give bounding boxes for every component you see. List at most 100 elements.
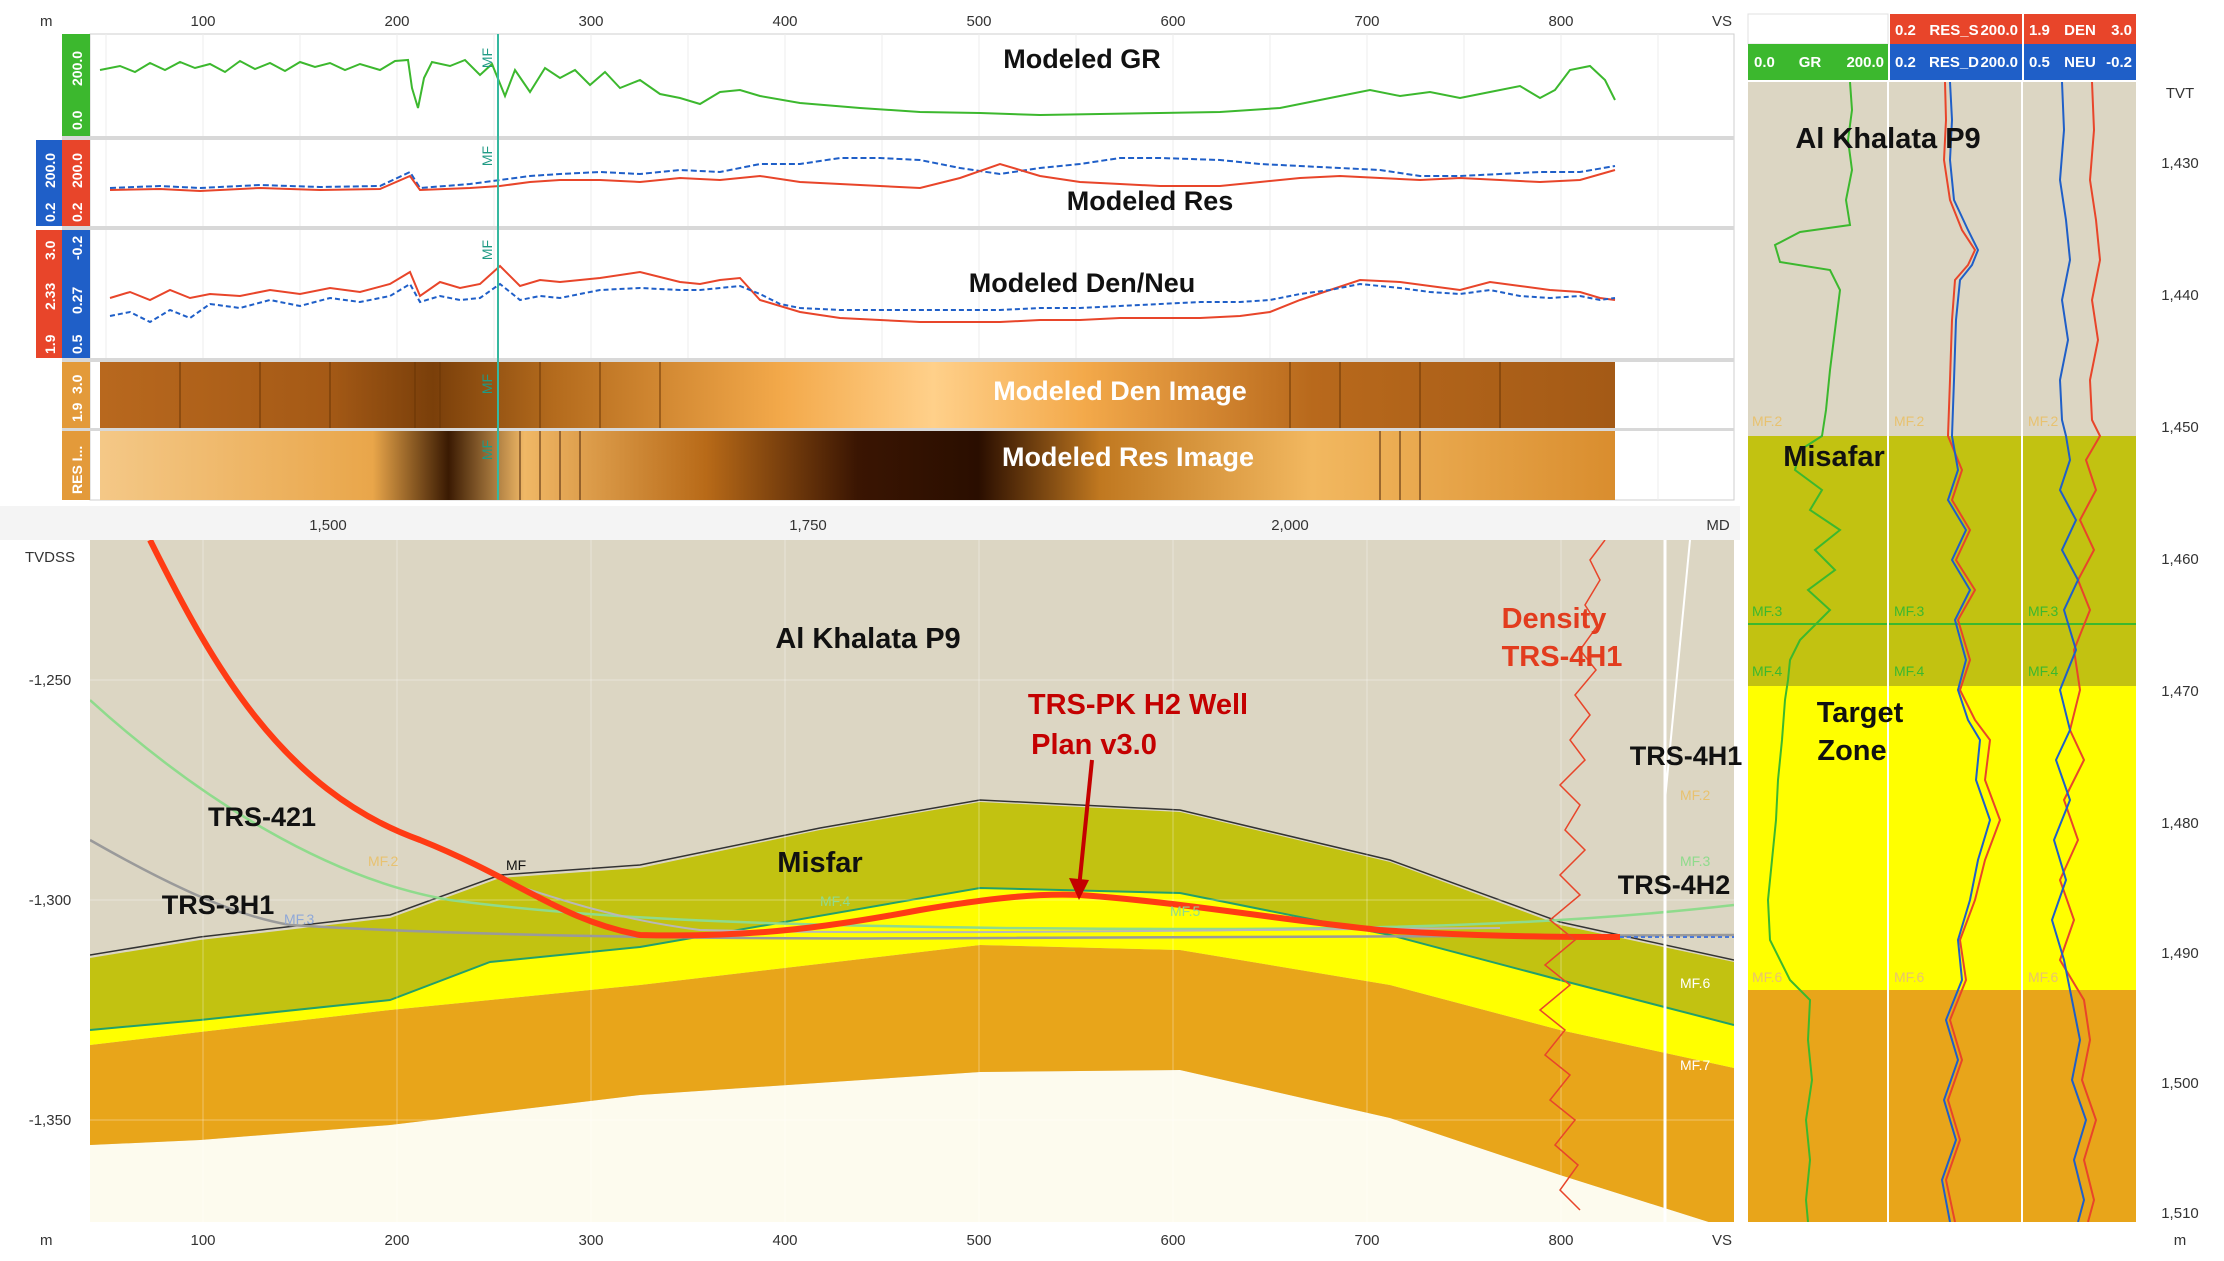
top-axis: m 100 200 300 400 500 600 700 800 VS	[40, 13, 1732, 30]
neu-header-min: 0.5	[2029, 54, 2050, 71]
tvt-label: TVT	[2166, 85, 2194, 102]
trs-4h2-well-line	[1664, 540, 1691, 801]
gr-header-min: 0.0	[1754, 54, 1775, 71]
bottom-axis-tick: 200	[384, 1232, 409, 1249]
bottom-axis-tick: 100	[190, 1232, 215, 1249]
bottom-axis: m 100 200 300 400 500 600 700 800 VS	[0, 1222, 1740, 1256]
neu-header[interactable]	[2024, 44, 2136, 80]
tvt-tick: 1,470	[2161, 683, 2199, 700]
well-label-trs-421[interactable]: TRS-421	[208, 802, 316, 832]
res-d-header-max: 200.0	[1980, 54, 2018, 71]
res-deep-scale-bar	[36, 140, 62, 226]
bottom-axis-tick: 700	[1354, 1232, 1379, 1249]
top-axis-tick: 400	[772, 13, 797, 30]
top-axis-tick: 800	[1548, 13, 1573, 30]
section-marker-mf7: MF.7	[1680, 1057, 1711, 1073]
offset-den-curve	[2058, 82, 2102, 1222]
md-axis-tick: 1,500	[309, 517, 347, 534]
den-image-track[interactable]: 1.9 3.0 Modeled Den Image	[62, 362, 1615, 428]
res-image-bands	[519, 431, 1421, 500]
res-deep-scale-min: 0.2	[42, 202, 58, 222]
bottom-axis-end-label: VS	[1712, 1232, 1732, 1249]
top-axis-tick: 200	[384, 13, 409, 30]
offset-marker-mf2: MF.2	[2028, 413, 2059, 429]
section-marker-mf6: MF.6	[1680, 975, 1711, 991]
den-header-min: 1.9	[2029, 22, 2050, 39]
den-image-title: Modeled Den Image	[993, 376, 1247, 406]
well-plan-trajectory[interactable]	[147, 540, 1621, 940]
gr-track-title: Modeled GR	[1003, 44, 1161, 74]
md-axis-tick: 2,000	[1271, 517, 1309, 534]
tvt-tick: 1,490	[2161, 945, 2199, 962]
den-image-scale-max: 3.0	[69, 374, 85, 394]
res-d-header[interactable]	[1890, 44, 2022, 80]
neu-scale-mid: 0.27	[69, 287, 85, 314]
gr-header[interactable]	[1748, 44, 1888, 80]
gr-scale-bar	[62, 34, 90, 136]
mf-marker-label: MF	[479, 48, 495, 68]
tvt-unit: m	[2174, 1232, 2187, 1249]
offset-trajectory	[499, 879, 1501, 934]
res-track[interactable]: 0.2 200.0 0.2 200.0 Modeled Res	[36, 140, 1616, 226]
bottom-axis-tick: 600	[1160, 1232, 1185, 1249]
bottom-axis-tick: 800	[1548, 1232, 1573, 1249]
well-plan-label-line1: TRS-PK H2 Well	[1028, 689, 1248, 721]
tvt-tick: 1,460	[2161, 551, 2199, 568]
mf-marker-label: MF	[479, 146, 495, 166]
density-label-line1: Density	[1502, 603, 1607, 635]
den-header[interactable]	[2024, 14, 2136, 44]
offset-al-khalata-zone	[1748, 82, 2136, 436]
md-axis-tick: 1,750	[789, 517, 827, 534]
gr-scale-min: 0.0	[69, 110, 85, 130]
base-zone	[90, 1070, 1734, 1222]
misfar-zone	[90, 802, 1734, 1030]
offset-marker-mf3: MF.3	[1894, 603, 1925, 619]
top-axis-tick: 700	[1354, 13, 1379, 30]
offset-marker-mf2: MF.2	[1894, 413, 1925, 429]
bottom-axis-tick: 500	[966, 1232, 991, 1249]
offset-zone-zone: Zone	[1817, 735, 1886, 767]
res-image-scale-bar	[62, 431, 90, 500]
section-marker-mf3: MF.3	[284, 911, 315, 927]
tvdss-tick: -1,350	[29, 1112, 72, 1129]
section-marker-mf2: MF.2	[1680, 787, 1711, 803]
offset-res-d-curve	[1940, 82, 1992, 1222]
res-image-track[interactable]: RES I... Modeled Res Image	[62, 431, 1615, 500]
neu-header-name: NEU	[2064, 54, 2096, 71]
neu-scale-bar	[62, 230, 90, 358]
offset-gr-curve	[1766, 82, 1854, 1222]
tvdss-tick: -1,300	[29, 892, 72, 909]
density-trs-4h1-curve	[1538, 540, 1606, 1211]
cross-section[interactable]: TVDSS -1,250 -1,300 -1,350	[0, 540, 1742, 1230]
tvt-tick: 1,450	[2161, 419, 2199, 436]
offset-marker-mf6: MF.6	[2028, 969, 2059, 985]
offset-zone-target: Target	[1817, 697, 1904, 729]
den-header-name: DEN	[2064, 22, 2096, 39]
offset-marker-mf3: MF.3	[1752, 603, 1783, 619]
target-zone	[90, 888, 1734, 1068]
well-label-trs-4h1[interactable]: TRS-4H1	[1630, 741, 1743, 771]
den-image-bands	[179, 362, 1501, 428]
well-label-trs-4h2[interactable]: TRS-4H2	[1618, 870, 1731, 900]
res-s-header[interactable]	[1890, 14, 2022, 44]
offset-well-panel[interactable]: 0.0 GR 200.0 0.2 RES_S 200.0 0.2 RES_D 2…	[1744, 0, 2224, 1256]
md-axis: 1,500 1,750 2,000 MD	[0, 506, 1740, 540]
den-scale-min: 1.9	[42, 334, 58, 354]
offset-marker-mf3: MF.3	[2028, 603, 2059, 619]
bottom-axis-tick: 300	[578, 1232, 603, 1249]
den-scale-bar	[36, 230, 62, 358]
well-label-trs-3h1[interactable]: TRS-3H1	[162, 890, 275, 920]
res-image-title: Modeled Res Image	[1002, 442, 1254, 472]
mf-marker-label: MF	[479, 374, 495, 394]
plan-arrow-line	[1077, 759, 1094, 889]
denneu-track[interactable]: 1.9 2.33 3.0 0.5 0.27 -0.2 Modeled Den/N…	[36, 230, 1616, 358]
section-marker-mf5: MF.5	[1170, 903, 1201, 919]
den-image-scale-bar	[62, 362, 90, 428]
gr-track[interactable]: 0.0 200.0 Modeled GR	[62, 34, 1616, 136]
tvdss-tick: -1,250	[29, 672, 72, 689]
res-deep-curve	[109, 157, 1616, 190]
res-d-header-min: 0.2	[1895, 54, 1916, 71]
den-image-scale-min: 1.9	[69, 402, 85, 422]
res-shallow-scale-max: 200.0	[69, 153, 85, 188]
